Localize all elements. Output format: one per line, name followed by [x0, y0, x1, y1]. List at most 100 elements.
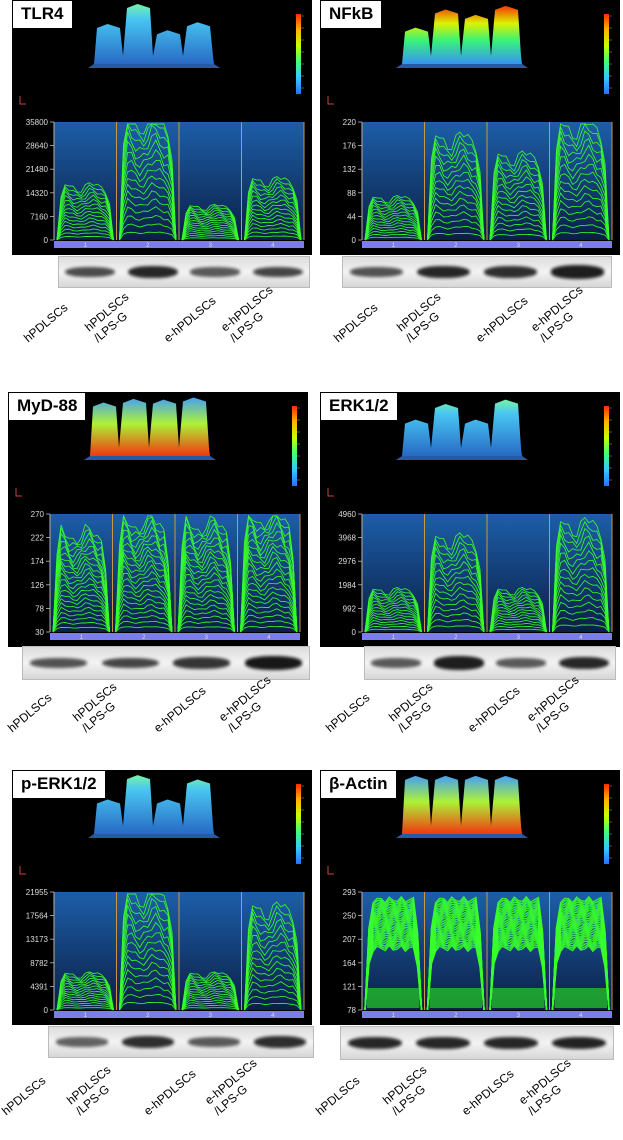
sample-label: e-hPDLSCs — [473, 293, 531, 345]
western-blot — [364, 646, 616, 680]
blot-band — [55, 1037, 109, 1047]
sample-label: e-hPDLSCs — [141, 1066, 199, 1118]
blot-band — [127, 265, 178, 279]
3d-profile: 270 222 174 126 78 30 1 2 3 4 — [15, 397, 301, 641]
lane-number: 3 — [517, 243, 521, 249]
sample-label: e-hPDLSCs — [151, 683, 209, 735]
western-blot — [22, 646, 310, 680]
3d-profile: 35800 28640 21480 14320 7160 0 1 2 3 4 — [19, 4, 305, 249]
y-tick-label: 0 — [44, 236, 49, 245]
blot-band — [253, 1035, 307, 1049]
blot-band — [30, 658, 88, 668]
sample-label: hPDLSCs — [0, 1073, 49, 1118]
blot-band — [65, 266, 116, 278]
y-tick-label: 4960 — [338, 510, 356, 519]
blot-band — [244, 656, 302, 670]
y-tick-label: 1984 — [338, 581, 356, 590]
y-tick-label: 21955 — [26, 888, 49, 897]
panel-nfkb: 220 176 132 88 44 0 1 2 3 4 NFkB — [320, 0, 620, 370]
densitometry-plot: 293 250 207 164 121 78 1 2 3 4 — [320, 770, 620, 1025]
panel-myd88: 270 222 174 126 78 30 1 2 3 4 MyD-88 — [8, 392, 310, 762]
y-tick-label: 78 — [35, 604, 44, 613]
panel-title: TLR4 — [12, 0, 73, 29]
y-tick-label: 126 — [31, 581, 45, 590]
lane-number: 2 — [146, 1013, 150, 1019]
panel-actin: 293 250 207 164 121 78 1 2 3 4 β-Actin — [320, 770, 620, 1140]
blot-band — [252, 266, 303, 278]
y-tick-label: 28640 — [26, 142, 49, 151]
lane-number: 3 — [517, 1013, 521, 1019]
lane-number: 1 — [392, 1013, 396, 1019]
panel-title: NFkB — [320, 0, 383, 29]
western-blot — [342, 256, 612, 288]
y-tick-label: 250 — [343, 912, 357, 921]
lane-number: 4 — [271, 243, 275, 249]
lane-number: 2 — [454, 1013, 458, 1019]
lane-number: 3 — [209, 243, 213, 249]
y-tick-label: 121 — [343, 982, 357, 991]
y-tick-label: 8782 — [30, 959, 48, 968]
panel-title: β-Actin — [320, 770, 397, 799]
y-tick-label: 13173 — [26, 935, 49, 944]
densitometry-plot: 270 222 174 126 78 30 1 2 3 4 — [8, 392, 308, 647]
blot-band — [121, 1035, 175, 1049]
lane-number: 1 — [80, 635, 84, 641]
blot-band — [416, 265, 471, 279]
lane-number: 4 — [579, 243, 583, 249]
lane-number: 2 — [454, 635, 458, 641]
lane-number: 4 — [579, 1013, 583, 1019]
y-tick-label: 270 — [31, 510, 45, 519]
western-blot — [58, 256, 310, 288]
lane-number: 4 — [271, 1013, 275, 1019]
panel-perk: 21955 17564 13173 8782 4391 0 1 2 3 4 p-ERK1/2 — [12, 770, 314, 1140]
blot-band — [187, 1037, 241, 1047]
densitometry-plot: 21955 17564 13173 8782 4391 0 1 2 3 4 — [12, 770, 312, 1025]
sample-label: e-hPDLSCs — [161, 293, 219, 345]
y-tick-label: 222 — [31, 534, 45, 543]
densitometry-plot: 220 176 132 88 44 0 1 2 3 4 — [320, 0, 620, 255]
blot-band — [551, 1036, 607, 1050]
blot-band — [101, 657, 159, 669]
y-tick-label: 176 — [343, 142, 357, 151]
3d-profile: 4960 3968 2976 1984 992 0 1 2 3 4 — [327, 399, 613, 641]
panel-erk: 4960 3968 2976 1984 992 0 1 2 3 4 ERK1/2 — [320, 392, 620, 762]
lane-number: 1 — [84, 243, 88, 249]
lane-number: 4 — [579, 635, 583, 641]
blot-band — [371, 658, 422, 668]
y-tick-label: 0 — [352, 628, 357, 637]
y-tick-label: 164 — [343, 959, 357, 968]
blot-band — [483, 1036, 539, 1050]
y-tick-label: 293 — [343, 888, 357, 897]
blot-band — [347, 1036, 403, 1050]
y-tick-label: 132 — [343, 165, 357, 174]
y-tick-label: 2976 — [338, 557, 356, 566]
3d-profile: 293 250 207 164 121 78 1 2 3 4 — [327, 775, 613, 1019]
blot-band — [415, 1036, 471, 1050]
y-tick-label: 30 — [35, 628, 44, 637]
y-tick-label: 21480 — [26, 165, 49, 174]
lane-number: 3 — [205, 635, 209, 641]
blot-band — [349, 267, 404, 277]
blot-band — [550, 265, 605, 279]
y-tick-label: 7160 — [30, 212, 48, 221]
lane-number: 4 — [267, 635, 271, 641]
lane-number: 1 — [392, 243, 396, 249]
western-blot — [48, 1026, 314, 1058]
y-tick-label: 174 — [31, 557, 45, 566]
y-tick-label: 78 — [347, 1006, 356, 1015]
y-tick-label: 992 — [343, 604, 357, 613]
y-tick-label: 88 — [347, 189, 356, 198]
3d-profile: 21955 17564 13173 8782 4391 0 1 2 3 4 — [19, 775, 305, 1019]
lane-number: 1 — [392, 635, 396, 641]
blot-band — [483, 265, 538, 279]
sample-label: e-hPDLSCs — [465, 683, 523, 735]
blot-band — [558, 656, 609, 670]
y-tick-label: 0 — [44, 1006, 49, 1015]
lane-number: 1 — [84, 1013, 88, 1019]
y-tick-label: 14320 — [26, 189, 49, 198]
panel-title: p-ERK1/2 — [12, 770, 106, 799]
y-tick-label: 44 — [347, 212, 356, 221]
blot-band — [173, 657, 231, 669]
3d-profile: 220 176 132 88 44 0 1 2 3 4 — [327, 5, 613, 249]
sample-label: e-hPDLSCs — [459, 1066, 517, 1118]
